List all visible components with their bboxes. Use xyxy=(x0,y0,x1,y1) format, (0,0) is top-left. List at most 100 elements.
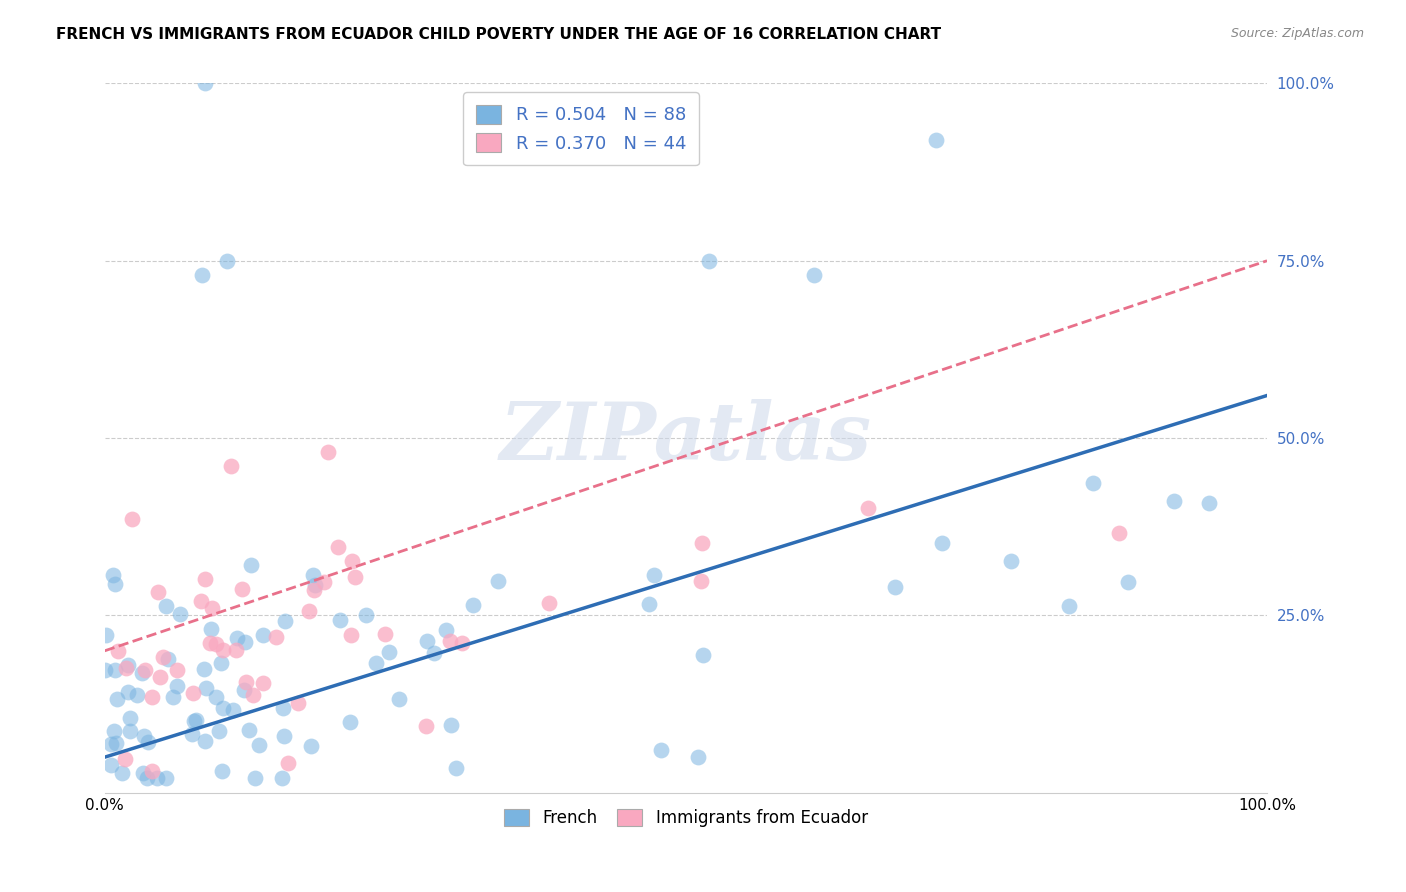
Point xyxy=(273,729,295,743)
Point xyxy=(132,729,155,743)
Point xyxy=(107,644,129,658)
Point xyxy=(252,628,274,642)
Point xyxy=(271,700,294,714)
Point xyxy=(134,664,156,678)
Point xyxy=(374,626,396,640)
Point xyxy=(212,701,235,715)
Point xyxy=(925,133,948,147)
Point xyxy=(198,636,221,650)
Point xyxy=(135,772,157,786)
Point xyxy=(131,666,153,681)
Point xyxy=(100,757,122,772)
Point xyxy=(239,558,262,572)
Point xyxy=(115,661,138,675)
Point xyxy=(194,681,217,696)
Point xyxy=(94,628,117,642)
Point xyxy=(118,724,141,739)
Point xyxy=(146,585,169,599)
Point xyxy=(194,77,217,91)
Point xyxy=(277,756,299,771)
Point xyxy=(238,723,260,738)
Point xyxy=(193,662,215,676)
Point xyxy=(235,675,257,690)
Point xyxy=(301,568,323,582)
Point xyxy=(643,567,665,582)
Text: ZIPatlas: ZIPatlas xyxy=(499,400,872,477)
Point xyxy=(274,614,297,628)
Point xyxy=(212,643,235,657)
Point xyxy=(252,675,274,690)
Point xyxy=(1163,493,1185,508)
Point xyxy=(217,253,239,268)
Point xyxy=(299,739,322,753)
Point xyxy=(155,772,177,786)
Point xyxy=(145,772,167,786)
Point xyxy=(117,684,139,698)
Point xyxy=(191,268,214,282)
Point xyxy=(208,723,231,738)
Point xyxy=(650,743,672,757)
Point xyxy=(155,599,177,613)
Point xyxy=(245,772,267,786)
Point xyxy=(204,637,226,651)
Point xyxy=(105,692,128,706)
Point xyxy=(162,690,184,704)
Point xyxy=(141,764,163,778)
Point xyxy=(120,711,142,725)
Point xyxy=(181,686,204,700)
Point xyxy=(692,648,714,662)
Point xyxy=(117,658,139,673)
Point xyxy=(304,578,326,592)
Point xyxy=(132,766,155,780)
Point xyxy=(141,690,163,705)
Point xyxy=(434,623,457,637)
Point xyxy=(100,737,122,751)
Point xyxy=(1198,496,1220,510)
Point xyxy=(638,597,661,611)
Point xyxy=(181,727,204,741)
Point xyxy=(328,540,350,554)
Point xyxy=(103,724,125,739)
Point xyxy=(304,583,326,598)
Point xyxy=(225,643,247,657)
Point xyxy=(440,718,463,732)
Point xyxy=(1108,526,1130,541)
Point xyxy=(690,536,713,550)
Point xyxy=(463,598,485,612)
Point xyxy=(211,764,233,778)
Point xyxy=(247,738,270,752)
Point xyxy=(101,568,124,582)
Point xyxy=(186,714,208,728)
Point xyxy=(1081,476,1104,491)
Point xyxy=(343,570,366,584)
Point xyxy=(356,608,378,623)
Point xyxy=(287,696,309,710)
Point xyxy=(190,593,212,607)
Point xyxy=(340,553,363,567)
Point xyxy=(114,752,136,766)
Point xyxy=(183,714,205,728)
Point xyxy=(166,663,188,677)
Point xyxy=(219,459,242,474)
Point xyxy=(931,536,953,550)
Point xyxy=(194,733,217,747)
Point xyxy=(138,735,160,749)
Point xyxy=(387,692,409,706)
Point xyxy=(439,633,461,648)
Point xyxy=(446,761,468,775)
Point xyxy=(1000,554,1022,568)
Point xyxy=(201,600,224,615)
Text: Source: ZipAtlas.com: Source: ZipAtlas.com xyxy=(1230,27,1364,40)
Point xyxy=(415,719,437,733)
Point xyxy=(312,575,335,590)
Point xyxy=(856,501,879,516)
Point xyxy=(340,628,363,642)
Point xyxy=(690,574,713,588)
Point xyxy=(104,736,127,750)
Point xyxy=(233,635,256,649)
Point xyxy=(803,268,825,282)
Text: FRENCH VS IMMIGRANTS FROM ECUADOR CHILD POVERTY UNDER THE AGE OF 16 CORRELATION : FRENCH VS IMMIGRANTS FROM ECUADOR CHILD … xyxy=(56,27,942,42)
Point xyxy=(104,663,127,677)
Point xyxy=(316,445,339,459)
Point xyxy=(166,679,188,693)
